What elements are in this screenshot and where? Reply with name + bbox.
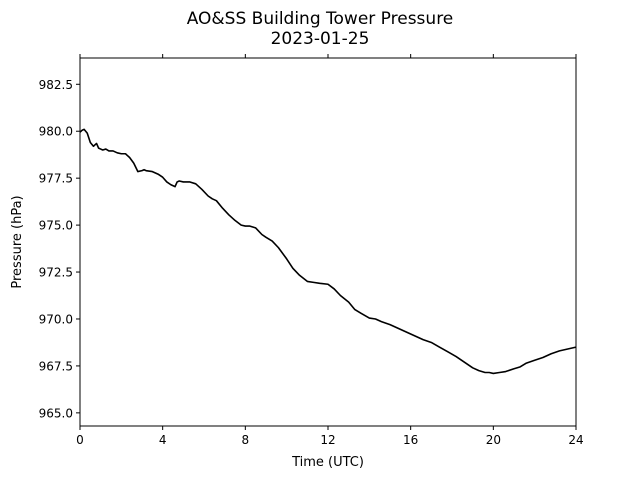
x-axis-label: Time (UTC) [291,455,364,470]
x-axis-ticks: 0 4 8 12 16 20 24 [76,54,584,447]
y-tick-label: 975.0 [39,219,73,233]
pressure-series-line [79,128,577,375]
x-tick-label: 20 [486,433,501,447]
x-tick-label: 4 [159,433,167,447]
x-tick-label: 16 [403,433,418,447]
y-tick-label: 965.0 [39,406,73,420]
y-tick-label: 977.5 [39,172,73,186]
x-tick-label: 12 [320,433,335,447]
y-tick-label: 980.0 [39,125,73,139]
y-axis-ticks: 965.0 967.5 970.0 972.5 975.0 977.5 980.0 982.5 [39,78,80,420]
x-tick-label: 8 [242,433,250,447]
y-tick-label: 967.5 [39,359,73,373]
chart-title: AO&SS Building Tower Pressure [186,9,454,29]
y-tick-label: 982.5 [39,78,73,92]
x-tick-label: 0 [76,433,84,447]
chart-subtitle: 2023-01-25 [270,29,370,49]
x-tick-label: 24 [568,433,583,447]
y-tick-label: 970.0 [39,312,73,326]
y-axis-label: Pressure (hPa) [10,195,25,288]
plot-frame [79,57,577,427]
y-tick-label: 972.5 [39,266,73,280]
